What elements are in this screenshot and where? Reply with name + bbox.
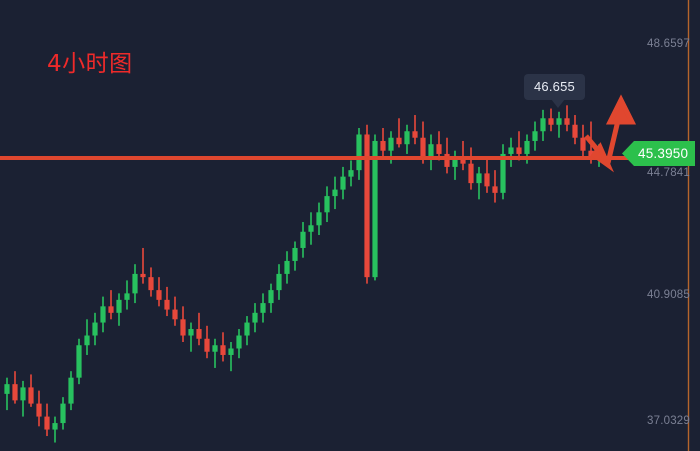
candle — [268, 283, 274, 313]
candle — [12, 371, 18, 404]
candle — [428, 134, 434, 171]
candle — [4, 377, 10, 411]
candle — [44, 403, 50, 437]
candle — [236, 329, 242, 359]
candle — [516, 131, 522, 161]
candle — [388, 131, 394, 164]
price-axis-tick-1: 44.7841 — [647, 167, 690, 179]
candle — [476, 166, 482, 200]
candle — [372, 134, 378, 281]
candle — [532, 121, 538, 151]
candle — [180, 306, 186, 343]
tooltip-pointer-icon — [551, 99, 565, 108]
candle — [436, 131, 442, 161]
timeframe-title: 4小时图 — [47, 51, 133, 77]
candle — [572, 115, 578, 145]
candle — [324, 186, 330, 223]
candle — [28, 374, 34, 407]
candle — [228, 342, 234, 372]
candle — [300, 222, 306, 258]
candle — [540, 109, 546, 141]
candle — [116, 293, 122, 326]
price-axis-tick-3: 37.0329 — [647, 415, 690, 427]
current-price-tag[interactable]: 45.3950 — [622, 141, 696, 166]
candle — [20, 380, 26, 417]
high-price-tooltip[interactable]: 46.655 — [524, 74, 585, 100]
candle — [444, 137, 450, 174]
candle — [500, 144, 506, 200]
candle — [124, 280, 130, 310]
candle — [316, 202, 322, 236]
candle — [396, 118, 402, 148]
candle — [556, 111, 562, 138]
candle — [284, 251, 290, 284]
forecast-arrow-icon[interactable] — [584, 94, 637, 173]
candle — [484, 157, 490, 193]
candle — [84, 319, 90, 355]
candle — [524, 134, 530, 164]
candle — [68, 371, 74, 411]
candle — [140, 247, 146, 284]
candle — [452, 150, 458, 180]
candle — [92, 312, 98, 346]
candle — [260, 293, 266, 323]
candle — [108, 290, 114, 320]
candle — [420, 121, 426, 164]
candle — [548, 108, 554, 132]
candle — [252, 303, 258, 333]
candle — [276, 264, 282, 300]
candle — [412, 115, 418, 145]
candle — [196, 312, 202, 346]
candle — [332, 176, 338, 210]
candle — [156, 277, 162, 307]
candle — [204, 325, 210, 359]
candle — [356, 127, 362, 180]
candle — [460, 140, 466, 171]
candle — [348, 160, 354, 187]
candle — [164, 286, 170, 317]
candle — [76, 338, 82, 385]
candle — [580, 124, 586, 158]
price-axis-tick-0: 48.6597 — [647, 38, 690, 50]
candle — [172, 296, 178, 326]
candle — [188, 322, 194, 352]
candle — [220, 332, 226, 362]
price-axis-tick-2: 40.9085 — [647, 289, 690, 301]
candle — [244, 316, 250, 346]
candle — [292, 241, 298, 271]
candle — [564, 105, 570, 132]
candle — [308, 212, 314, 245]
candle — [60, 397, 66, 430]
candle — [100, 296, 106, 333]
candle — [36, 390, 42, 427]
candle — [132, 264, 138, 304]
candle — [380, 127, 386, 158]
candle — [404, 124, 410, 154]
candle — [52, 416, 58, 443]
candle — [492, 170, 498, 203]
candle — [468, 147, 474, 190]
candle — [364, 124, 370, 284]
candle — [148, 267, 154, 297]
candle — [340, 166, 346, 200]
candle — [212, 338, 218, 368]
candle — [508, 137, 514, 167]
